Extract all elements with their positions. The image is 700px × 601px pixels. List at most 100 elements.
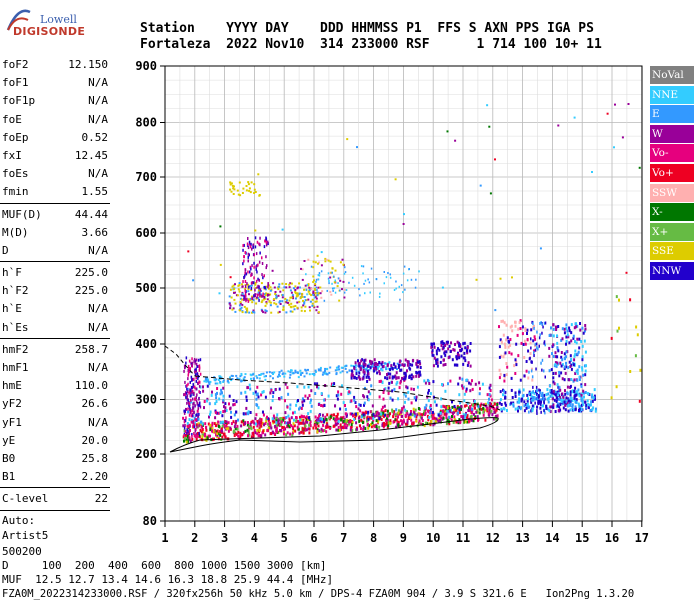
param-label: h`F2 <box>2 284 29 298</box>
param-label: D <box>2 243 9 257</box>
param-label: h`E <box>2 302 22 316</box>
param-row: foF2 12.150 <box>0 56 110 74</box>
param-value: 25.8 <box>81 451 109 465</box>
x-tick-label: 13 <box>515 531 529 545</box>
param-row: h`Es N/A <box>0 319 110 337</box>
param-row: D N/A <box>0 242 110 260</box>
x-tick-label: 3 <box>221 531 228 545</box>
param-value: N/A <box>88 415 108 429</box>
header-line-labels: Station YYYY DAY DDD HHMMSS P1 FFS S AXN… <box>140 21 594 36</box>
y-tick-label: 900 <box>135 59 157 73</box>
param-value: N/A <box>88 302 108 316</box>
logo-brand: Lowell <box>40 13 77 26</box>
plot-grid <box>164 66 643 521</box>
param-separator <box>0 509 110 511</box>
header-line-values: Fortaleza 2022 Nov10 314 233000 RSF 1 71… <box>140 37 602 52</box>
x-tick-label: 17 <box>635 531 649 545</box>
param-row: foE N/A <box>0 111 110 129</box>
param-row: h`F2 225.0 <box>0 282 110 300</box>
param-value: N/A <box>88 361 108 374</box>
param-label: fxI <box>2 148 22 162</box>
x-tick-label: 16 <box>605 531 619 545</box>
param-row: hmF2 258.7 <box>0 341 110 359</box>
x-tick-label: 9 <box>400 531 407 545</box>
virtual-height-curve <box>164 345 196 377</box>
x-tick-label: 15 <box>575 531 589 545</box>
param-row: M(D) 3.66 <box>0 224 110 242</box>
logo-product: DIGISONDE <box>13 25 86 38</box>
legend-item: Vo- <box>650 144 694 163</box>
legend-item: E <box>650 105 694 124</box>
param-value: 2.20 <box>81 470 109 484</box>
param-value: N/A <box>88 112 108 126</box>
legend-item: W <box>650 124 694 143</box>
auto-scaling-text: 500200 <box>2 544 42 558</box>
param-row: yF2 26.6 <box>0 395 110 413</box>
auto-scaling-text: Artist5 <box>2 529 49 542</box>
param-label: h`F <box>2 266 22 280</box>
param-label: foE <box>2 112 22 126</box>
param-value: N/A <box>88 76 108 90</box>
legend-item: NNE <box>650 85 694 104</box>
param-row: foEp 0.52 <box>0 129 110 147</box>
param-value: N/A <box>88 243 108 257</box>
x-tick-label: 11 <box>456 531 470 545</box>
legend-item: X- <box>650 203 694 222</box>
param-label: fmin <box>2 185 29 199</box>
param-value: 12.150 <box>68 58 108 71</box>
auto-scaling-line: Auto: <box>0 513 110 529</box>
param-value: 20.0 <box>81 433 109 447</box>
param-value: N/A <box>88 320 108 334</box>
param-separator <box>0 337 110 339</box>
param-value: N/A <box>88 94 108 108</box>
x-tick-label: 6 <box>310 531 317 545</box>
auto-scaling-line: Artist5 <box>0 528 110 544</box>
param-row: foF1 N/A <box>0 74 110 92</box>
param-label: B1 <box>2 470 16 484</box>
x-tick-label: 14 <box>545 531 559 545</box>
param-label: foF1p <box>2 94 36 108</box>
param-value: 225.0 <box>74 266 108 280</box>
param-value: 258.7 <box>74 342 108 356</box>
footer-distance-row: D 100 200 400 600 800 1000 1500 3000 [km… <box>2 559 327 572</box>
param-row: yE 20.0 <box>0 432 110 450</box>
legend-item: SSE <box>650 242 694 261</box>
x-tick-label: 4 <box>251 531 258 545</box>
param-label: C-level <box>2 492 49 506</box>
parameter-panel: foF2 12.150 foF1 N/A foF1p N/A foE N/A foEp 0.52 f… <box>0 56 110 559</box>
legend-item: X+ <box>650 222 694 241</box>
legend-item: NNW <box>650 261 694 280</box>
profile-curves <box>164 345 501 453</box>
param-value: 12.45 <box>74 148 108 162</box>
param-value: 3.66 <box>81 225 109 239</box>
x-tick-label: 7 <box>340 531 347 545</box>
param-row: fxI 12.45 <box>0 147 110 165</box>
param-value: 22 <box>94 492 108 506</box>
param-label: foF2 <box>2 58 29 71</box>
auto-scaling-line: 500200 <box>0 544 110 560</box>
x-tick-label: 8 <box>370 531 377 545</box>
param-row: h`E N/A <box>0 300 110 318</box>
polarization-legend: NoVal NNE E W Vo- Vo+ SSW X- X+ SSE NNW <box>650 66 694 282</box>
virtual-height-curve-dashed <box>194 375 501 411</box>
param-row: hmE 110.0 <box>0 377 110 395</box>
param-row: h`F 225.0 <box>0 264 110 282</box>
legend-item: Vo+ <box>650 163 694 182</box>
y-tick-label: 700 <box>135 170 157 184</box>
footer-info: D 100 200 400 600 800 1000 1500 3000 [km… <box>2 559 634 601</box>
digisonde-logo-mark <box>6 9 31 31</box>
param-row: foEs N/A <box>0 165 110 183</box>
legend-item: NoVal <box>650 66 694 84</box>
x-axis-ticks: 1 2 3 4 5 6 7 8 9 10 11 12 13 14 15 16 17 <box>161 521 649 545</box>
param-label: h`Es <box>2 320 29 334</box>
electron-density-profile <box>169 417 499 453</box>
param-row: fmin 1.55 <box>0 183 110 201</box>
y-tick-label: 800 <box>135 116 157 130</box>
footer-file-info: FZA0M_2022314233000.RSF / 320fx256h 50 k… <box>2 588 635 600</box>
param-label: M(D) <box>2 225 29 239</box>
param-label: hmF2 <box>2 342 29 356</box>
param-label: B0 <box>2 451 16 465</box>
param-separator <box>0 487 110 489</box>
param-row: C-level 22 <box>0 490 110 508</box>
